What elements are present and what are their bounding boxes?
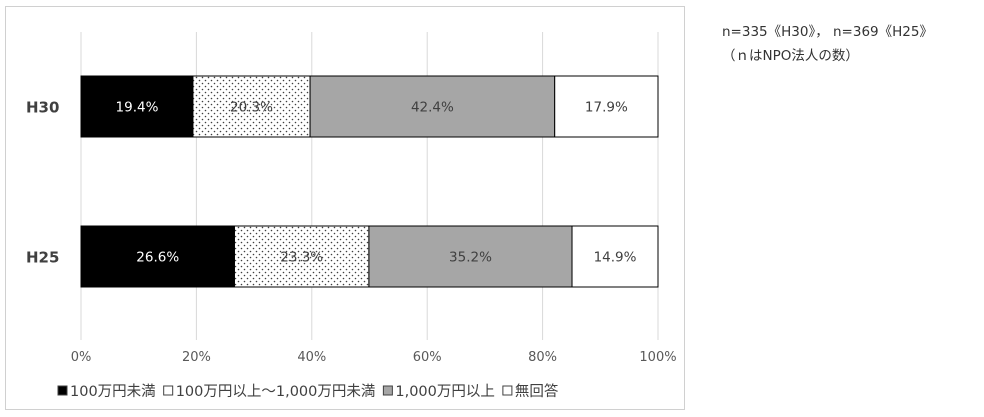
- bar-segment: [554, 75, 659, 138]
- data-label: 19.4%: [116, 100, 159, 116]
- x-tick-label: 0%: [71, 350, 92, 365]
- stacked-bar-chart: 19.4% 20.3% 42.4% 17.9% 26.6% 23.3% 35.2% 14.9%…: [26, 32, 677, 400]
- data-label: 14.9%: [594, 250, 637, 266]
- legend-swatch: [163, 385, 174, 396]
- data-label: 17.9%: [585, 100, 628, 116]
- data-label: 23.3%: [280, 250, 323, 266]
- x-tick-label: 60%: [413, 350, 442, 365]
- legend: 100万円未満 100万円以上～1,000万円未満 1,000万円以上 無回答: [57, 383, 559, 400]
- bar-segment: [368, 225, 573, 288]
- data-label: 35.2%: [449, 250, 492, 266]
- x-tick-labels: 0% 20% 40% 60% 80% 100%: [71, 350, 677, 365]
- data-label: 20.3%: [230, 100, 273, 116]
- data-labels: 19.4% 20.3% 42.4% 17.9% 26.6% 23.3% 35.2% 14.9%: [116, 100, 637, 266]
- legend-swatch: [502, 385, 513, 396]
- legend-label: 無回答: [515, 383, 559, 400]
- x-tick-label: 40%: [297, 350, 326, 365]
- category-label: H30: [26, 99, 59, 117]
- chart-frame: 19.4% 20.3% 42.4% 17.9% 26.6% 23.3% 35.2% 14.9%…: [5, 6, 685, 410]
- bar-segment: [80, 225, 235, 288]
- x-tick-label: 20%: [182, 350, 211, 365]
- legend-label: 100万円未満: [70, 383, 156, 400]
- bar-segment: [80, 75, 194, 138]
- sample-size-note: n=335《H30》， n=369《H25》: [722, 24, 933, 40]
- legend-label: 1,000万円以上: [395, 383, 495, 400]
- data-label: 26.6%: [136, 250, 179, 266]
- bar-segment: [571, 225, 659, 288]
- legend-swatch: [57, 385, 68, 396]
- category-label: H25: [26, 249, 59, 267]
- legend-label: 100万円以上～1,000万円未満: [176, 383, 376, 400]
- legend-swatch: [382, 385, 393, 396]
- bar-segment: [233, 225, 370, 288]
- data-label: 42.4%: [411, 100, 454, 116]
- x-tick-label: 80%: [528, 350, 557, 365]
- bar-segment: [309, 75, 556, 138]
- sample-definition-note: （ｎはNPO法人の数）: [722, 48, 859, 64]
- x-tick-label: 100%: [639, 350, 676, 365]
- bar-segments: [80, 75, 659, 288]
- category-labels: H30 H25: [26, 99, 59, 267]
